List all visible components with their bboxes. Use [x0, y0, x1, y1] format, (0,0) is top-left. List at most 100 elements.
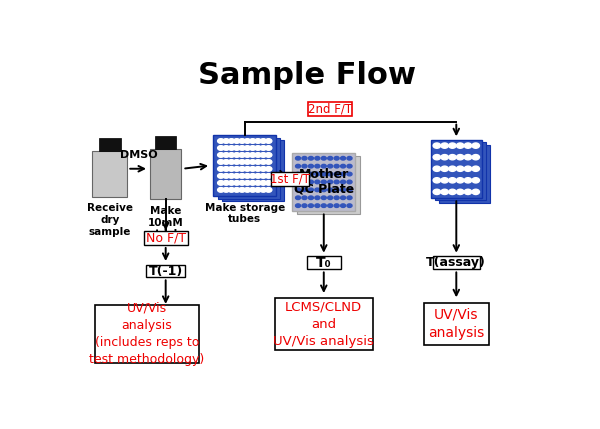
- Circle shape: [328, 157, 333, 160]
- Bar: [431, 140, 482, 198]
- Circle shape: [334, 172, 339, 176]
- Text: Make
10mM
stock: Make 10mM stock: [148, 206, 184, 239]
- Circle shape: [233, 181, 240, 185]
- Circle shape: [347, 164, 352, 168]
- Circle shape: [265, 153, 272, 157]
- Circle shape: [302, 196, 307, 199]
- Circle shape: [233, 160, 240, 164]
- Circle shape: [260, 160, 266, 164]
- Bar: [292, 153, 355, 211]
- Circle shape: [347, 204, 352, 208]
- Circle shape: [228, 146, 235, 150]
- Circle shape: [250, 181, 256, 185]
- Circle shape: [239, 181, 245, 185]
- Circle shape: [315, 204, 320, 208]
- Text: Receive
dry
sample: Receive dry sample: [87, 203, 133, 237]
- Bar: [143, 231, 188, 245]
- Circle shape: [250, 160, 256, 164]
- Circle shape: [321, 196, 326, 199]
- Circle shape: [341, 204, 346, 208]
- Circle shape: [255, 139, 261, 143]
- Circle shape: [433, 143, 440, 148]
- Circle shape: [457, 154, 464, 160]
- Circle shape: [244, 139, 251, 143]
- Circle shape: [239, 160, 245, 164]
- Circle shape: [341, 164, 346, 168]
- Circle shape: [228, 153, 235, 157]
- Bar: [218, 138, 280, 199]
- Circle shape: [223, 146, 229, 150]
- Circle shape: [441, 189, 448, 194]
- Text: UV/Vis
analysis
(includes reps to
test methodology): UV/Vis analysis (includes reps to test m…: [89, 302, 205, 366]
- Circle shape: [239, 174, 245, 178]
- Circle shape: [302, 180, 307, 184]
- Text: T(assay): T(assay): [427, 257, 486, 269]
- Circle shape: [228, 139, 235, 143]
- Circle shape: [218, 181, 224, 185]
- Circle shape: [328, 180, 333, 184]
- Circle shape: [223, 139, 229, 143]
- Circle shape: [250, 187, 256, 192]
- Bar: [95, 305, 199, 363]
- Text: DMSO: DMSO: [120, 151, 157, 160]
- Circle shape: [449, 189, 456, 194]
- Circle shape: [341, 196, 346, 199]
- Circle shape: [308, 188, 313, 192]
- Circle shape: [255, 166, 261, 171]
- Text: Make storage
tubes: Make storage tubes: [205, 202, 285, 224]
- Circle shape: [308, 172, 313, 176]
- Circle shape: [334, 196, 339, 199]
- Circle shape: [244, 160, 251, 164]
- Circle shape: [228, 181, 235, 185]
- Bar: [433, 256, 479, 269]
- Circle shape: [265, 187, 272, 192]
- Circle shape: [223, 187, 229, 192]
- Circle shape: [250, 146, 256, 150]
- Circle shape: [457, 178, 464, 183]
- Circle shape: [302, 164, 307, 168]
- Bar: [435, 142, 486, 200]
- Circle shape: [308, 164, 313, 168]
- Bar: [439, 145, 490, 203]
- Circle shape: [265, 174, 272, 178]
- Circle shape: [433, 166, 440, 172]
- Circle shape: [233, 153, 240, 157]
- Circle shape: [334, 164, 339, 168]
- Circle shape: [265, 146, 272, 150]
- Circle shape: [315, 180, 320, 184]
- Bar: [98, 139, 121, 151]
- Circle shape: [472, 189, 479, 194]
- Circle shape: [244, 174, 251, 178]
- Text: T₀: T₀: [316, 256, 332, 270]
- Circle shape: [433, 154, 440, 160]
- Circle shape: [302, 172, 307, 176]
- Circle shape: [233, 139, 240, 143]
- Circle shape: [223, 166, 229, 171]
- Circle shape: [218, 166, 224, 171]
- Circle shape: [260, 153, 266, 157]
- Circle shape: [321, 204, 326, 208]
- Circle shape: [341, 180, 346, 184]
- Circle shape: [433, 178, 440, 183]
- Circle shape: [347, 172, 352, 176]
- Circle shape: [239, 153, 245, 157]
- Circle shape: [315, 172, 320, 176]
- Bar: [308, 103, 352, 116]
- Circle shape: [223, 174, 229, 178]
- Circle shape: [347, 196, 352, 199]
- Circle shape: [218, 153, 224, 157]
- Text: UV/Vis
analysis: UV/Vis analysis: [428, 308, 484, 340]
- Circle shape: [296, 180, 301, 184]
- Circle shape: [223, 153, 229, 157]
- Circle shape: [464, 166, 472, 172]
- Circle shape: [255, 181, 261, 185]
- Circle shape: [308, 204, 313, 208]
- Circle shape: [255, 174, 261, 178]
- Circle shape: [321, 172, 326, 176]
- Circle shape: [260, 181, 266, 185]
- Circle shape: [302, 157, 307, 160]
- Circle shape: [302, 204, 307, 208]
- Bar: [271, 172, 309, 186]
- Circle shape: [302, 188, 307, 192]
- Circle shape: [347, 180, 352, 184]
